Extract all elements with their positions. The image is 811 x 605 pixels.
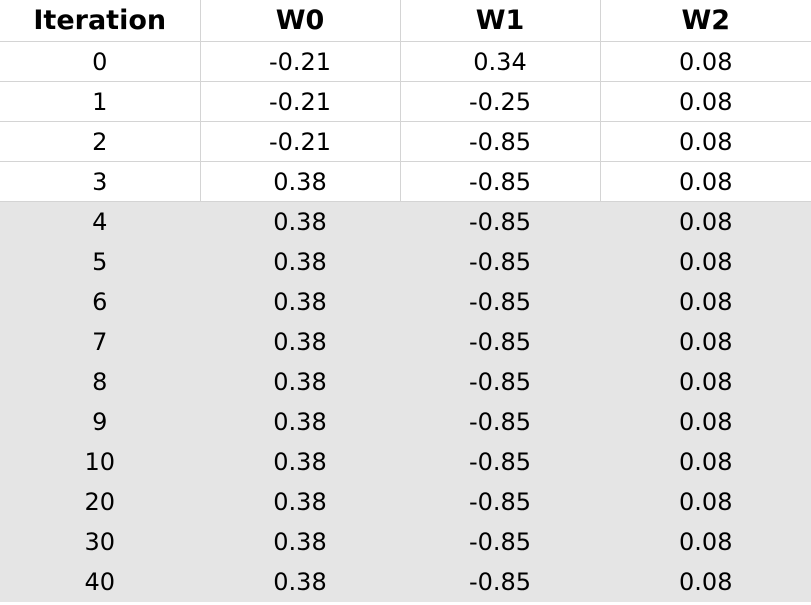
iteration-cell[interactable]: 8	[0, 361, 201, 402]
header-iteration[interactable]: Iteration	[0, 0, 201, 42]
table-row: 9 0.38 -0.85 0.08	[0, 401, 811, 442]
w0-cell[interactable]: 0.38	[200, 481, 401, 522]
header-w0[interactable]: W0	[200, 0, 401, 42]
w2-cell[interactable]: 0.08	[600, 161, 811, 202]
w1-cell[interactable]: -0.85	[400, 241, 601, 282]
w0-cell[interactable]: -0.21	[200, 121, 401, 162]
iteration-cell[interactable]: 40	[0, 561, 201, 602]
w1-cell[interactable]: -0.85	[400, 441, 601, 482]
table-row: 0 -0.21 0.34 0.08	[0, 41, 811, 82]
w1-cell[interactable]: 0.34	[400, 41, 601, 82]
iteration-cell[interactable]: 10	[0, 441, 201, 482]
w2-cell[interactable]: 0.08	[600, 361, 811, 402]
w2-cell[interactable]: 0.08	[600, 561, 811, 602]
w2-cell[interactable]: 0.08	[600, 81, 811, 122]
w1-cell[interactable]: -0.85	[400, 321, 601, 362]
w2-cell[interactable]: 0.08	[600, 281, 811, 322]
w1-cell[interactable]: -0.85	[400, 521, 601, 562]
w1-cell[interactable]: -0.85	[400, 161, 601, 202]
w2-cell[interactable]: 0.08	[600, 481, 811, 522]
w0-cell[interactable]: 0.38	[200, 281, 401, 322]
iteration-cell[interactable]: 1	[0, 81, 201, 122]
w0-cell[interactable]: -0.21	[200, 81, 401, 122]
iteration-cell[interactable]: 30	[0, 521, 201, 562]
w0-cell[interactable]: 0.38	[200, 321, 401, 362]
w1-cell[interactable]: -0.85	[400, 481, 601, 522]
table-row: 10 0.38 -0.85 0.08	[0, 441, 811, 482]
w1-cell[interactable]: -0.85	[400, 401, 601, 442]
iteration-cell[interactable]: 0	[0, 41, 201, 82]
table-row: 20 0.38 -0.85 0.08	[0, 481, 811, 522]
iteration-cell[interactable]: 7	[0, 321, 201, 362]
w2-cell[interactable]: 0.08	[600, 401, 811, 442]
w0-cell[interactable]: 0.38	[200, 441, 401, 482]
w1-cell[interactable]: -0.85	[400, 561, 601, 602]
table-row: 1 -0.21 -0.25 0.08	[0, 81, 811, 122]
table-row: 7 0.38 -0.85 0.08	[0, 321, 811, 362]
w0-cell[interactable]: -0.21	[200, 41, 401, 82]
w2-cell[interactable]: 0.08	[600, 241, 811, 282]
iteration-cell[interactable]: 2	[0, 121, 201, 162]
table-row: 3 0.38 -0.85 0.08	[0, 161, 811, 202]
w0-cell[interactable]: 0.38	[200, 241, 401, 282]
w0-cell[interactable]: 0.38	[200, 521, 401, 562]
w2-cell[interactable]: 0.08	[600, 321, 811, 362]
w2-cell[interactable]: 0.08	[600, 41, 811, 82]
iteration-cell[interactable]: 9	[0, 401, 201, 442]
w2-cell[interactable]: 0.08	[600, 521, 811, 562]
w0-cell[interactable]: 0.38	[200, 361, 401, 402]
w1-cell[interactable]: -0.85	[400, 281, 601, 322]
table-row: 4 0.38 -0.85 0.08	[0, 201, 811, 242]
header-w1[interactable]: W1	[400, 0, 601, 42]
w0-cell[interactable]: 0.38	[200, 161, 401, 202]
table-row: 6 0.38 -0.85 0.08	[0, 281, 811, 322]
w1-cell[interactable]: -0.85	[400, 121, 601, 162]
w0-cell[interactable]: 0.38	[200, 561, 401, 602]
w1-cell[interactable]: -0.85	[400, 201, 601, 242]
w1-cell[interactable]: -0.25	[400, 81, 601, 122]
iteration-cell[interactable]: 6	[0, 281, 201, 322]
w2-cell[interactable]: 0.08	[600, 441, 811, 482]
header-row: Iteration W0 W1 W2	[0, 0, 811, 42]
w0-cell[interactable]: 0.38	[200, 401, 401, 442]
w0-cell[interactable]: 0.38	[200, 201, 401, 242]
w2-cell[interactable]: 0.08	[600, 121, 811, 162]
w1-cell[interactable]: -0.85	[400, 361, 601, 402]
iteration-cell[interactable]: 4	[0, 201, 201, 242]
table-row: 8 0.38 -0.85 0.08	[0, 361, 811, 402]
w2-cell[interactable]: 0.08	[600, 201, 811, 242]
iteration-cell[interactable]: 3	[0, 161, 201, 202]
iteration-cell[interactable]: 5	[0, 241, 201, 282]
iteration-cell[interactable]: 20	[0, 481, 201, 522]
table-row: 2 -0.21 -0.85 0.08	[0, 121, 811, 162]
table-row: 5 0.38 -0.85 0.08	[0, 241, 811, 282]
table-row: 30 0.38 -0.85 0.08	[0, 521, 811, 562]
table-row: 40 0.38 -0.85 0.08	[0, 561, 811, 602]
header-w2[interactable]: W2	[600, 0, 811, 42]
table-body: 0 -0.21 0.34 0.08 1 -0.21 -0.25 0.08 2 -0.21 -0.85…	[0, 41, 811, 602]
